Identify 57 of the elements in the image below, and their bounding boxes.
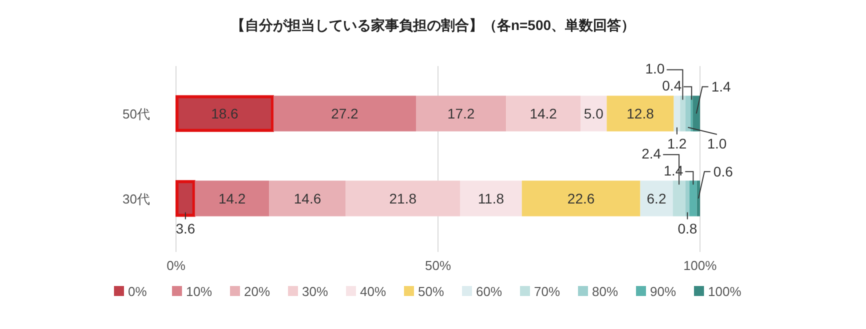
data-label: 14.2	[218, 190, 246, 206]
bar	[685, 96, 691, 132]
data-label: 17.2	[447, 106, 475, 122]
data-label: 14.2	[530, 106, 558, 122]
legend-label: 20%	[244, 284, 270, 299]
legend-label: 70%	[534, 284, 560, 299]
data-label: 11.8	[478, 190, 504, 206]
legend-label: 0%	[128, 284, 148, 299]
data-label: 1.2	[667, 135, 687, 152]
x-tick-label: 0%	[166, 258, 186, 273]
legend-label: 40%	[360, 284, 386, 299]
bar	[346, 180, 460, 216]
bar	[692, 96, 700, 132]
data-label: 2.4	[642, 146, 662, 162]
data-label: 5.0	[584, 106, 604, 122]
bar	[672, 180, 686, 216]
data-label: 0.4	[662, 78, 682, 94]
data-label: 3.6	[176, 220, 196, 236]
bar	[690, 180, 697, 216]
x-tick-label: 50%	[424, 258, 452, 273]
bar	[580, 96, 607, 132]
y-tick-label: 50代	[122, 106, 150, 122]
y-tick-label: 30代	[122, 191, 150, 206]
data-label: 27.2	[331, 106, 359, 122]
bar	[685, 180, 690, 216]
legend-label: 100%	[708, 284, 742, 299]
bar	[269, 180, 346, 216]
bar	[416, 96, 506, 132]
bar	[696, 180, 700, 216]
legend-label: 90%	[650, 284, 676, 299]
legend-label: 60%	[476, 284, 502, 299]
bar	[506, 96, 581, 132]
legend-label: 10%	[186, 284, 212, 299]
bar	[460, 180, 522, 216]
bar	[680, 96, 686, 132]
data-label: 18.6	[211, 106, 239, 122]
chart-title: 【自分が担当している家事負担の割合】（各n=500、単数回答）	[230, 17, 636, 33]
data-label: 1.4	[711, 78, 732, 95]
bar	[522, 180, 640, 216]
legend-label: 80%	[592, 284, 618, 299]
bar	[273, 96, 416, 132]
bar	[194, 180, 270, 216]
data-label: 14.6	[294, 190, 322, 206]
bar	[640, 180, 673, 216]
bar	[606, 96, 674, 132]
data-label: 1.0	[645, 60, 665, 77]
bar	[674, 96, 680, 132]
data-label: 21.8	[389, 190, 417, 206]
x-tick-label: 100%	[683, 258, 718, 273]
legend-label: 50%	[418, 284, 444, 299]
data-label: 0.8	[678, 220, 698, 236]
data-label: 0.6	[713, 164, 734, 180]
legend-label: 30%	[302, 284, 328, 299]
data-label: 1.0	[707, 135, 727, 152]
data-label: 12.8	[626, 106, 654, 122]
data-label: 22.6	[567, 190, 595, 206]
data-label: 6.2	[646, 190, 666, 206]
